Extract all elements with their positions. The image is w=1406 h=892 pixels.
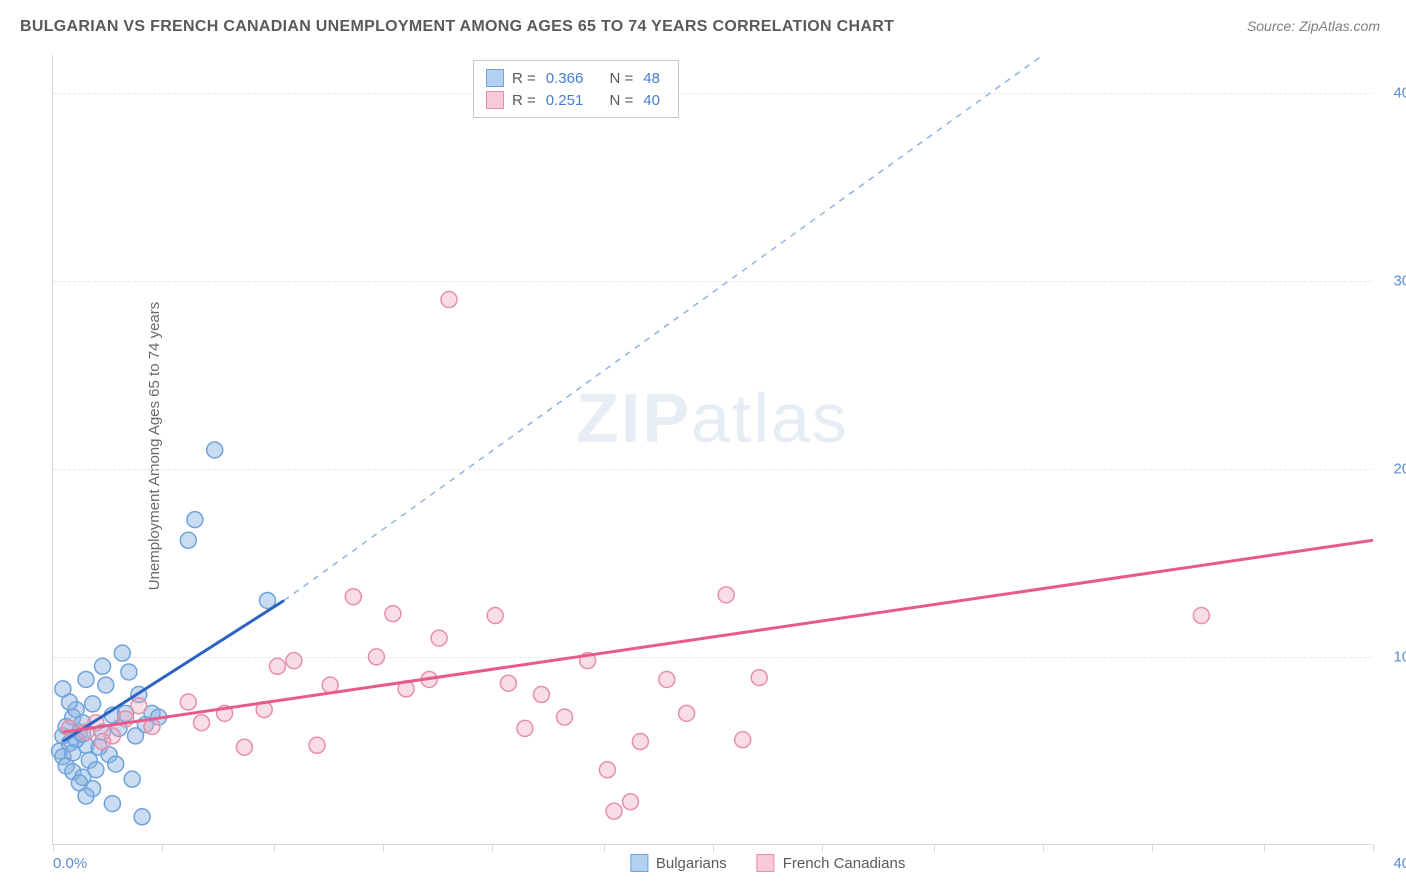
x-tick (162, 844, 163, 852)
trend-line (63, 540, 1373, 732)
x-tick (1264, 844, 1265, 852)
source-attribution: Source: ZipAtlas.com (1247, 18, 1380, 34)
data-point (78, 671, 94, 687)
data-point (345, 589, 361, 605)
data-point (533, 687, 549, 703)
legend-swatch-icon (630, 854, 648, 872)
x-tick (1373, 844, 1374, 852)
data-point (194, 715, 210, 731)
data-point (85, 696, 101, 712)
data-point (286, 653, 302, 669)
data-point (131, 698, 147, 714)
data-point (180, 532, 196, 548)
data-point (78, 788, 94, 804)
data-point (632, 734, 648, 750)
y-tick-label: 30.0% (1378, 272, 1406, 289)
data-point (108, 756, 124, 772)
y-tick-label: 10.0% (1378, 648, 1406, 665)
data-point (599, 762, 615, 778)
x-tick (1152, 844, 1153, 852)
data-point (385, 606, 401, 622)
data-point (124, 771, 140, 787)
data-point (114, 645, 130, 661)
data-point (134, 809, 150, 825)
x-tick (1043, 844, 1044, 852)
x-tick (492, 844, 493, 852)
source-value: ZipAtlas.com (1299, 18, 1380, 34)
data-point (65, 745, 81, 761)
x-axis-max-label: 40.0% (1393, 855, 1406, 872)
data-point (368, 649, 384, 665)
data-point (121, 664, 137, 680)
data-point (487, 608, 503, 624)
data-point (236, 739, 252, 755)
x-tick (713, 844, 714, 852)
plot-area: ZIPatlas 10.0%20.0%30.0%40.0% 0.0% 40.0%… (52, 55, 1372, 845)
data-point (269, 658, 285, 674)
data-point (95, 734, 111, 750)
legend: Bulgarians French Canadians (630, 854, 905, 872)
data-point (55, 681, 71, 697)
x-tick (274, 844, 275, 852)
legend-label: French Canadians (783, 855, 906, 872)
data-point (95, 658, 111, 674)
legend-item: French Canadians (757, 854, 906, 872)
legend-item: Bulgarians (630, 854, 727, 872)
x-axis-min-label: 0.0% (53, 855, 87, 872)
x-tick (53, 844, 54, 852)
data-point (441, 292, 457, 308)
data-point (623, 794, 639, 810)
data-point (98, 677, 114, 693)
trend-line-extrapolated (284, 55, 1043, 600)
legend-label: Bulgarians (656, 855, 727, 872)
data-point (751, 670, 767, 686)
y-tick-label: 40.0% (1378, 84, 1406, 101)
x-tick (822, 844, 823, 852)
x-tick (604, 844, 605, 852)
chart-title: BULGARIAN VS FRENCH CANADIAN UNEMPLOYMEN… (20, 18, 894, 36)
y-tick-label: 20.0% (1378, 460, 1406, 477)
data-point (431, 630, 447, 646)
data-point (606, 803, 622, 819)
source-label: Source: (1247, 18, 1295, 34)
data-point (104, 796, 120, 812)
data-point (718, 587, 734, 603)
data-point (679, 705, 695, 721)
data-point (517, 720, 533, 736)
data-point (187, 512, 203, 528)
data-point (735, 732, 751, 748)
x-tick (383, 844, 384, 852)
data-point (659, 671, 675, 687)
data-point (557, 709, 573, 725)
data-point (500, 675, 516, 691)
scatter-plot-svg (53, 55, 1372, 844)
data-point (88, 762, 104, 778)
legend-swatch-icon (757, 854, 775, 872)
data-point (1193, 608, 1209, 624)
data-point (207, 442, 223, 458)
data-point (180, 694, 196, 710)
x-tick (934, 844, 935, 852)
data-point (309, 737, 325, 753)
